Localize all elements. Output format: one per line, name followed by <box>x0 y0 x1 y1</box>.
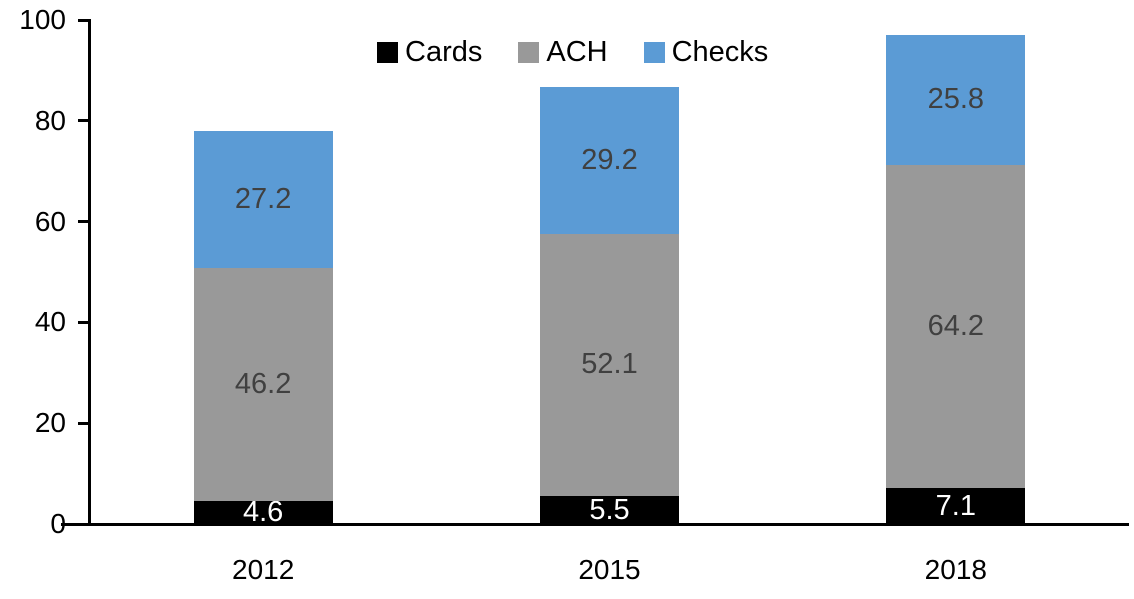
bar-segment-checks-2018: 25.8 <box>886 34 1026 165</box>
segment-value-label: 52.1 <box>581 348 638 381</box>
y-tick-mark <box>78 522 88 526</box>
y-tick-label: 20 <box>34 407 66 439</box>
y-tick-mark <box>78 320 88 324</box>
x-axis-label-2012: 2012 <box>232 554 295 585</box>
bar-segment-checks-2012: 27.2 <box>193 130 333 268</box>
segment-value-label: 7.1 <box>935 489 976 522</box>
y-tick-label: 40 <box>34 306 66 338</box>
legend-item-cards: Cards <box>377 38 482 67</box>
y-tick-mark <box>78 421 88 425</box>
legend-label-cards: Cards <box>405 36 483 68</box>
bar-segment-cards-2012: 4.6 <box>193 495 333 528</box>
bar-segment-ach-2012: 46.2 <box>193 267 333 501</box>
bar-segment-ach-2018: 64.2 <box>886 164 1026 489</box>
bar-segment-checks-2015: 29.2 <box>540 86 679 234</box>
y-axis-line <box>88 19 91 526</box>
x-axis-label-2018: 2018 <box>924 554 987 585</box>
y-tick-label: 80 <box>34 104 66 136</box>
bar-segment-ach-2015: 52.1 <box>540 233 679 497</box>
legend-swatch-cards-icon <box>377 42 398 63</box>
y-tick-label: 60 <box>34 205 66 237</box>
y-tick-mark <box>78 220 88 224</box>
x-axis-line <box>61 523 1129 526</box>
segment-value-label: 29.2 <box>581 143 638 176</box>
bar-segment-cards-2015: 5.5 <box>540 493 679 526</box>
legend-label-checks: Checks <box>671 36 769 68</box>
segment-value-label: 27.2 <box>234 182 292 215</box>
bar-segment-cards-2018: 7.1 <box>886 488 1026 524</box>
y-tick-label: 0 <box>50 508 66 539</box>
y-tick-mark <box>78 18 88 22</box>
y-tick-label: 100 <box>19 4 66 35</box>
segment-value-label: 5.5 <box>589 493 630 526</box>
legend-swatch-checks-icon <box>643 42 665 63</box>
segment-value-label: 64.2 <box>927 309 985 342</box>
y-tick-mark <box>78 119 88 123</box>
legend-item-ach: ACH <box>518 36 608 68</box>
segment-value-label: 25.8 <box>927 83 985 116</box>
segment-value-label: 4.6 <box>242 495 284 528</box>
segment-value-label: 46.2 <box>234 367 292 400</box>
legend-swatch-ach-icon <box>518 42 540 63</box>
chart-legend: Cards ACH Checks <box>377 38 768 67</box>
x-axis-label-2015: 2015 <box>578 554 641 585</box>
legend-item-checks: Checks <box>643 36 769 68</box>
legend-label-ach: ACH <box>546 36 608 68</box>
